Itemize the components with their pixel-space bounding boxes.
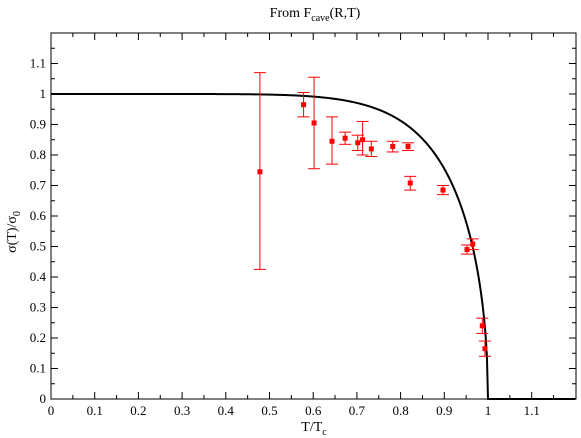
data-point: [311, 120, 317, 126]
x-axis-label-subscript: c: [322, 427, 327, 438]
chart-title: From Fcave(R,T): [270, 6, 361, 24]
x-tick-label: 0.5: [261, 403, 277, 418]
y-tick-label: 1.1: [30, 56, 46, 71]
y-tick-label: 0.3: [30, 300, 46, 315]
y-tick-label: 0.4: [30, 269, 47, 284]
y-tick-label: 0.7: [30, 178, 47, 193]
data-point: [405, 143, 411, 149]
data-point: [355, 140, 361, 146]
y-axis-label-subscript: 0: [12, 211, 23, 216]
x-tick-label: 0.6: [305, 403, 322, 418]
x-tick-label: 0.2: [130, 403, 146, 418]
x-axis-label: T/Tc: [301, 420, 327, 438]
x-tick-label: 0: [48, 403, 55, 418]
points-layer: [253, 72, 491, 357]
x-tick-label: 1: [485, 403, 492, 418]
chart-title-subscript: cave: [311, 13, 330, 24]
x-tick-label: 0.4: [218, 403, 235, 418]
y-tick-label: 1: [40, 86, 47, 101]
x-tick-label: 0.7: [349, 403, 366, 418]
y-tick-label: 0.1: [30, 361, 46, 376]
data-point: [368, 146, 374, 152]
fit-curve: [51, 93, 576, 400]
data-point: [342, 135, 348, 141]
y-axis-label: σ(T)/σ0: [5, 211, 23, 253]
data-point: [407, 180, 413, 186]
data-point: [440, 187, 446, 193]
y-tick-label: 0.8: [30, 147, 46, 162]
x-tick-label: 0.3: [174, 403, 190, 418]
data-point: [329, 138, 335, 144]
y-tick-label: 0.9: [30, 117, 46, 132]
data-point: [257, 169, 263, 175]
x-tick-label: 0.1: [87, 403, 103, 418]
y-tick-label: 0.5: [30, 239, 46, 254]
y-tick-label: 0.6: [30, 208, 47, 223]
data-point: [479, 323, 485, 329]
data-point: [390, 143, 396, 149]
y-tick-label: 0: [40, 391, 47, 406]
data-point: [301, 102, 307, 108]
curve-layer: [51, 93, 576, 400]
data-point: [482, 346, 488, 352]
ticks-layer: 0 0.1 0.2 0.3 0.4 0.5 0.6 0.7 0.8 0.9 1 1.1 0 0.1 0.2 0…: [30, 33, 576, 418]
y-tick-label: 0.2: [30, 330, 46, 345]
plot-frame: [50, 32, 577, 400]
x-tick-label: 0.8: [392, 403, 408, 418]
data-point: [470, 241, 476, 247]
data-point: [360, 137, 366, 143]
x-tick-label: 0.9: [436, 403, 452, 418]
x-tick-label: 1.1: [524, 403, 540, 418]
